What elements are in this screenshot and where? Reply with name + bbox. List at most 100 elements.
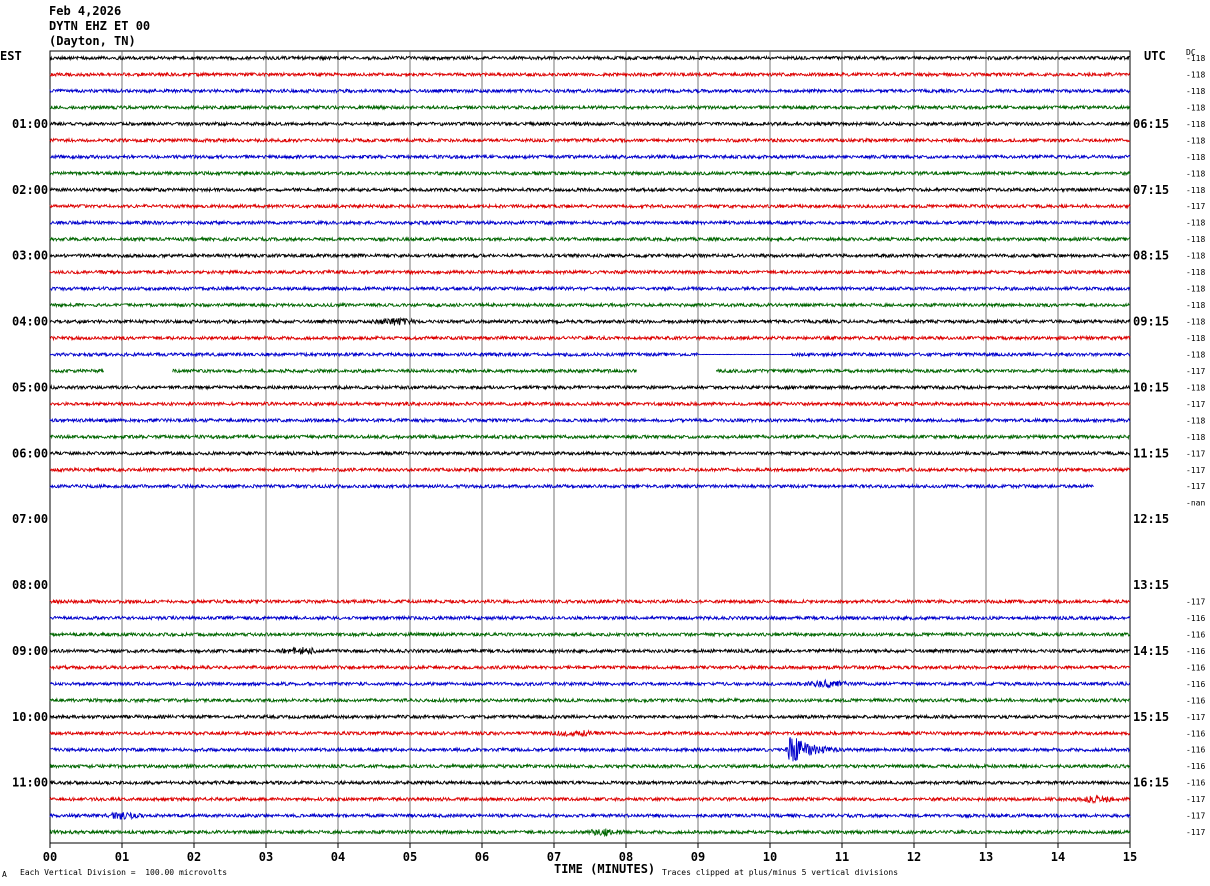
trace-blue-row-18 (49, 351, 1131, 358)
trace-black-row-44 (49, 779, 1131, 787)
trace-red-row-25 (49, 466, 1131, 474)
utc-hour-label: 14:15 (1133, 644, 1169, 658)
scale-note: Each Vertical Division = 100.00 microvol… (20, 868, 228, 877)
right-axis-label: UTC (1144, 49, 1166, 63)
dc-offset-label: -118 (1186, 186, 1205, 195)
dc-offset-label: -118 (1186, 318, 1205, 327)
chart-date: Feb 4,2026 (49, 4, 122, 18)
dc-offset-label: -117 (1186, 466, 1205, 475)
trace-blue-row-22 (49, 416, 1131, 424)
trace-green-row-19 (49, 367, 1131, 375)
dc-offset-label: -118 (1186, 219, 1205, 228)
dc-offset-label: -116 (1186, 779, 1205, 788)
dc-offset-label: -118 (1186, 153, 1205, 162)
trace-green-row-43 (49, 762, 1131, 770)
x-tick-label: 03 (259, 850, 273, 864)
corner-mark: A (2, 870, 7, 879)
utc-hour-label: 15:15 (1133, 710, 1169, 724)
dc-offset-label: -117 (1186, 713, 1205, 722)
est-hour-label: 02:00 (12, 183, 48, 197)
est-hour-label: 11:00 (12, 776, 48, 790)
trace-blue-row-34 (49, 614, 1131, 622)
trace-red-row-17 (49, 334, 1131, 342)
utc-hour-label: 12:15 (1133, 512, 1169, 526)
dc-offset-label: -117 (1186, 828, 1205, 837)
trace-red-row-37 (49, 664, 1131, 671)
x-tick-label: 15 (1123, 850, 1137, 864)
x-tick-label: 05 (403, 850, 417, 864)
dc-offset-label: -118 (1186, 54, 1205, 63)
trace-blue-row-10 (49, 219, 1131, 227)
trace-black-row-20 (49, 384, 1131, 391)
trace-green-row-11 (49, 235, 1131, 243)
x-tick-label: 01 (115, 850, 129, 864)
trace-black-row-8 (50, 186, 1131, 194)
x-tick-label: 13 (979, 850, 993, 864)
dc-offset-label: -118 (1186, 103, 1205, 112)
trace-red-row-1 (49, 71, 1131, 78)
trace-blue-row-2 (49, 87, 1131, 95)
dc-offset-label: -118 (1186, 334, 1205, 343)
utc-hour-label: 08:15 (1133, 249, 1169, 263)
x-axis-title: TIME (MINUTES) (554, 862, 656, 876)
trace-black-row-40 (49, 713, 1131, 721)
est-hour-label: 08:00 (12, 578, 48, 592)
trace-black-row-36 (49, 646, 1131, 656)
x-tick-label: 00 (43, 850, 57, 864)
trace-red-row-9 (49, 202, 1131, 210)
utc-hour-label: 06:15 (1133, 117, 1169, 131)
dc-offset-label: -118 (1186, 350, 1205, 359)
station-name: DYTN EHZ ET 00 (49, 19, 151, 33)
dc-offset-label: -116 (1186, 663, 1205, 672)
utc-hour-label: 10:15 (1133, 380, 1169, 394)
dc-offset-label: -118 (1186, 285, 1205, 294)
trace-red-row-5 (49, 137, 1131, 144)
dc-offset-label: -117 (1186, 482, 1205, 491)
dc-offset-label: -118 (1186, 268, 1205, 277)
dc-offset-label: -118 (1186, 120, 1205, 129)
trace-blue-row-26 (49, 482, 1094, 490)
trace-blue-row-38 (49, 678, 1131, 689)
trace-blue-row-6 (49, 153, 1131, 161)
dc-offset-label: -117 (1186, 795, 1205, 804)
utc-hour-label: 16:15 (1133, 776, 1169, 790)
x-tick-label: 10 (763, 850, 777, 864)
dc-offset-label: -118 (1186, 252, 1205, 261)
dc-offset-label: -117 (1186, 449, 1205, 458)
est-hour-label: 05:00 (12, 380, 48, 394)
trace-black-row-16 (49, 316, 1131, 326)
dc-offset-label: -117 (1186, 202, 1205, 211)
utc-hour-label: 09:15 (1133, 315, 1169, 329)
dc-offset-label: -118 (1186, 87, 1205, 96)
trace-blue-row-46 (49, 811, 1131, 821)
dc-offset-label: -nan (1186, 499, 1205, 508)
trace-red-row-21 (49, 400, 1131, 408)
trace-red-row-13 (49, 268, 1131, 276)
dc-offset-label: -117 (1186, 812, 1205, 821)
dc-offset-label: -116 (1186, 630, 1205, 639)
dc-offset-label: -118 (1186, 136, 1205, 145)
x-tick-label: 04 (331, 850, 345, 864)
x-tick-label: 07 (547, 850, 561, 864)
trace-black-row-4 (49, 120, 1131, 128)
trace-black-row-0 (49, 54, 1131, 62)
trace-green-row-47 (49, 828, 1131, 838)
dc-offset-label: -118 (1186, 70, 1205, 79)
utc-hour-label: 13:15 (1133, 578, 1169, 592)
dc-offset-label: -116 (1186, 762, 1205, 771)
dc-label: DC (1186, 48, 1196, 57)
trace-green-row-15 (49, 301, 1131, 309)
left-axis-label: EST (0, 49, 22, 63)
est-hour-label: 06:00 (12, 446, 48, 460)
trace-green-row-23 (49, 433, 1131, 441)
dc-offset-label: -116 (1186, 696, 1205, 705)
trace-red-row-33 (49, 598, 1131, 605)
dc-offset-label: -118 (1186, 416, 1205, 425)
dc-offset-label: -118 (1186, 383, 1205, 392)
dc-offset-label: -117 (1186, 400, 1205, 409)
dc-offset-label: -118 (1186, 433, 1205, 442)
est-hour-label: 01:00 (12, 117, 48, 131)
trace-green-row-39 (49, 696, 1131, 704)
est-hour-label: 04:00 (12, 315, 48, 329)
